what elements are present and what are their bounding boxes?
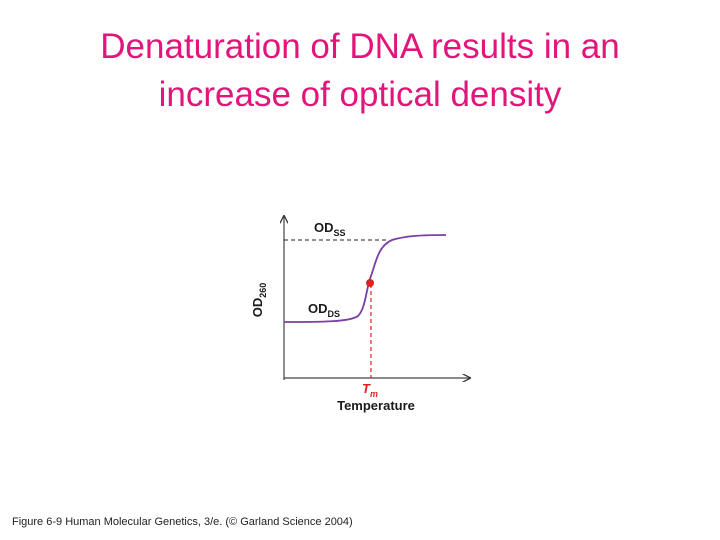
label-sub: DS — [328, 309, 341, 319]
label-main: OD — [314, 220, 334, 235]
title-line: Denaturation of DNA results in an — [100, 27, 619, 66]
caption: Figure 6-9 Human Molecular Genetics, 3/e… — [12, 516, 353, 528]
label-sub: m — [370, 389, 378, 399]
lower-label: ODDS — [308, 301, 340, 319]
label-sub: 260 — [258, 283, 268, 298]
label-main: T — [362, 381, 371, 396]
y-axis-label: OD260 — [250, 283, 268, 318]
melting-curve — [283, 234, 447, 323]
diagram: OD260 ODSS ODDS Tm Temperature — [250, 216, 470, 413]
upper-label: ODSS — [314, 220, 346, 238]
label-main: OD — [250, 298, 265, 318]
label-sub: SS — [334, 228, 346, 238]
label-main: OD — [308, 301, 328, 316]
tm-label: Tm — [362, 381, 378, 399]
x-axis-label: Temperature — [337, 398, 415, 413]
title-line: increase of optical density — [159, 75, 562, 114]
midpoint-dot — [366, 279, 374, 287]
